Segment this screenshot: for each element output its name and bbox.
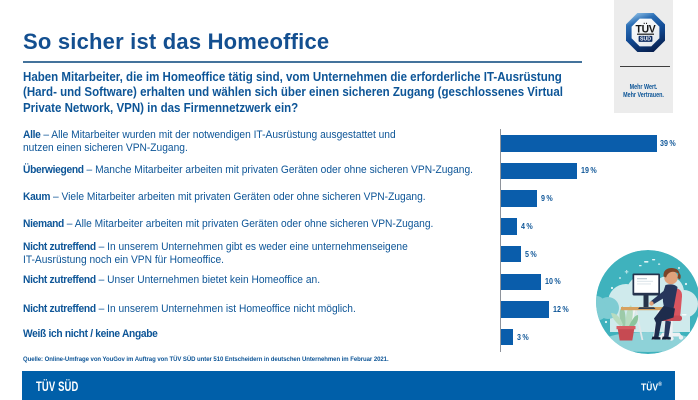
svg-text:TÜV: TÜV	[635, 22, 656, 35]
svg-text:SÜD: SÜD	[640, 35, 651, 42]
